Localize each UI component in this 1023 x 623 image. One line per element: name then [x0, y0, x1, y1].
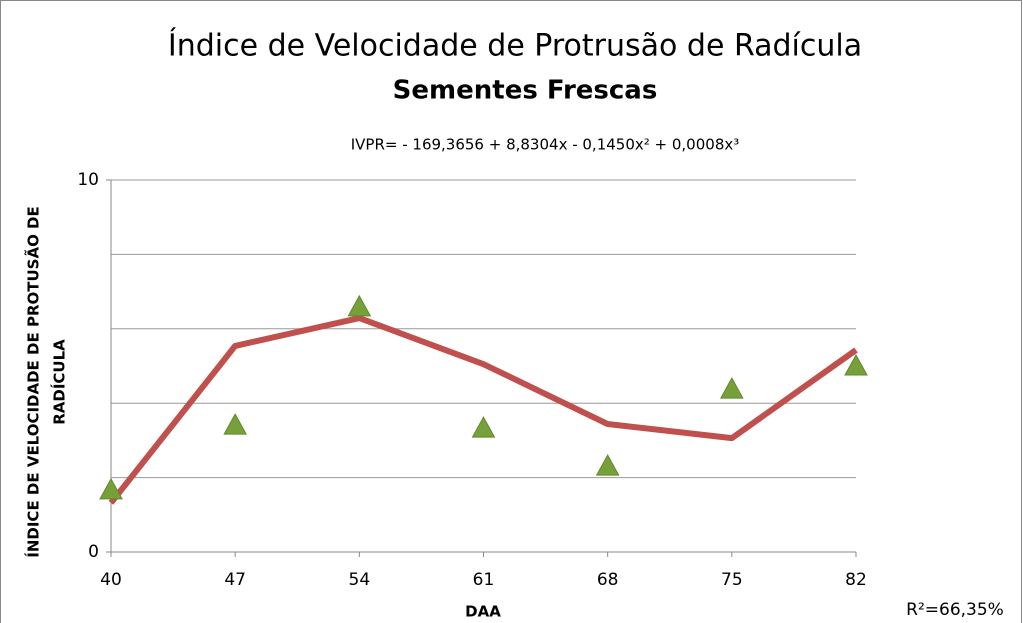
x-tick-label: 54 [349, 570, 371, 590]
y-tick-label: 10 [77, 170, 99, 190]
x-axis-label: DAA [465, 603, 501, 621]
chart-subtitle: Sementes Frescas [393, 76, 658, 106]
x-tick-label: 47 [224, 570, 246, 590]
y-axis-label: RADÍCULA [50, 339, 69, 425]
data-point [347, 294, 372, 317]
x-tick-label: 61 [473, 570, 495, 590]
x-tick-label: 40 [100, 570, 122, 590]
x-tick-label: 75 [721, 570, 743, 590]
data-point [223, 413, 248, 435]
data-point [844, 353, 868, 376]
data-point [719, 377, 744, 399]
fit-line [108, 315, 858, 505]
data-point [471, 416, 496, 438]
y-axis-label: ÍNDICE DE VELOCIDADE DE PROTUSÃO DE [24, 206, 43, 557]
chart-title: Índice de Velocidade de Protrusão de Rad… [168, 28, 862, 64]
x-tick-label: 82 [845, 570, 867, 590]
y-tick-label: 0 [88, 542, 99, 562]
data-point [99, 477, 123, 500]
x-tick-label: 68 [597, 570, 619, 590]
data-point [595, 454, 620, 476]
r-squared: R²=66,35% [906, 600, 1004, 620]
equation: IVPR= - 169,3656 + 8,8304x - 0,1450x² + … [351, 136, 740, 154]
